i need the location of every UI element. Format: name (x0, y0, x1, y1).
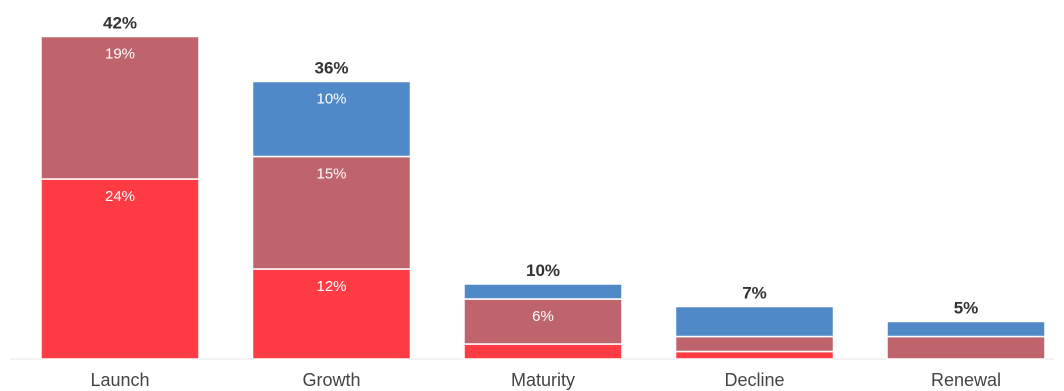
total-label-growth: 36% (314, 59, 348, 78)
labels-group: 24% 19% 42% Launch 12% 15% 10% 36% Growth 6% 10% Ma… (90, 14, 1001, 391)
bar-growth-series-3 (251, 80, 412, 158)
bar-launch-series-1 (40, 178, 200, 360)
bar-renewal-series-3 (886, 320, 1046, 338)
category-label-maturity: Maturity (511, 370, 575, 390)
bar-growth-series-2 (251, 155, 412, 270)
segment-label-launch-series-1: 24% (105, 188, 135, 205)
bars-group (40, 35, 1046, 360)
segment-label-launch-series-2: 19% (105, 46, 135, 63)
segment-label-growth-series-2: 15% (316, 166, 346, 183)
category-label-decline: Decline (724, 370, 784, 390)
segment-label-growth-series-3: 10% (316, 91, 346, 108)
bar-maturity-series-2 (463, 298, 623, 345)
total-label-maturity: 10% (526, 261, 560, 280)
category-label-renewal: Renewal (931, 370, 1001, 390)
total-label-decline: 7% (742, 284, 767, 303)
bar-decline-series-1 (674, 350, 835, 360)
bar-launch-series-2 (40, 35, 200, 180)
segment-label-maturity-series-2: 6% (532, 308, 554, 325)
bar-maturity-series-3 (463, 283, 623, 300)
category-label-launch: Launch (90, 370, 149, 390)
bar-renewal-series-2 (886, 335, 1046, 360)
total-label-renewal: 5% (954, 299, 979, 318)
bar-decline-series-3 (674, 305, 835, 338)
segment-label-growth-series-1: 12% (316, 278, 346, 295)
category-label-growth: Growth (302, 370, 360, 390)
bar-decline-series-2 (674, 335, 835, 353)
bar-maturity-series-1 (463, 343, 623, 360)
total-label-launch: 42% (103, 14, 137, 33)
